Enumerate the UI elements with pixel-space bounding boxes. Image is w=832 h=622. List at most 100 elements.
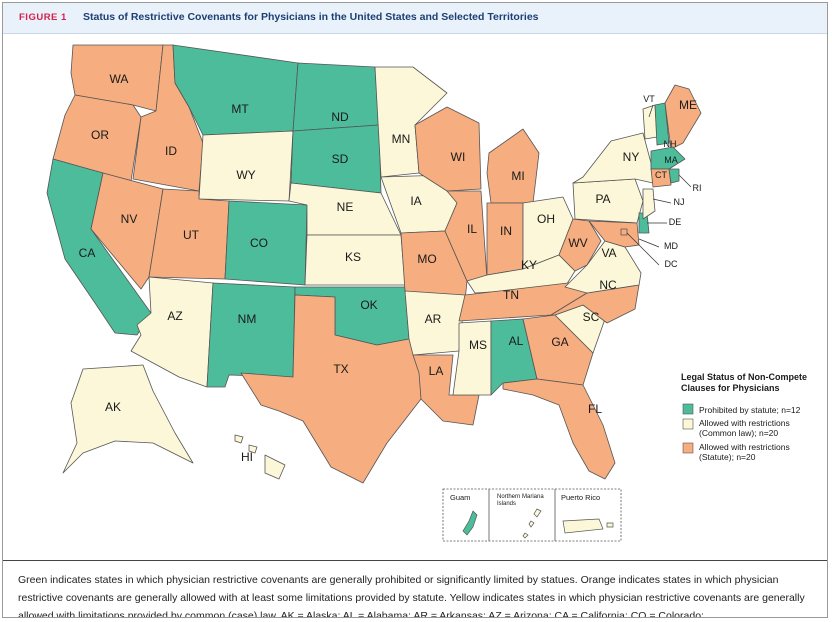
label-NE: NE [337, 200, 354, 214]
state-HI [264, 454, 286, 480]
label-MN: MN [392, 132, 411, 146]
legend-item-prohibited: Prohibited by statute; n=12 [699, 405, 801, 415]
state-VA [564, 240, 642, 294]
label-ND: ND [331, 110, 349, 124]
inset-pr-title: Puerto Rico [561, 493, 600, 502]
label-CO: CO [250, 236, 268, 250]
label-WY: WY [236, 168, 255, 182]
label-VA: VA [601, 246, 616, 260]
caption-divider [3, 560, 827, 561]
state-HI-3 [248, 444, 258, 454]
legend: Legal Status of Non-Compete Clauses for … [681, 372, 807, 462]
label-AL: AL [509, 334, 524, 348]
state-NV [90, 172, 164, 290]
state-CT [650, 168, 672, 188]
label-HI: HI [241, 450, 253, 464]
state-WY [198, 130, 294, 202]
label-LA: LA [429, 364, 444, 378]
figure-header: FIGURE 1 Status of Restrictive Covenants… [3, 3, 827, 34]
label-WI: WI [451, 150, 466, 164]
label-MA: MA [664, 155, 678, 165]
state-RI [668, 168, 680, 184]
label-IA: IA [410, 194, 421, 208]
label-NC: NC [599, 278, 617, 292]
label-TN: TN [503, 288, 519, 302]
label-CT: CT [655, 170, 667, 180]
state-MO [400, 230, 468, 302]
territory-NMI [522, 508, 542, 539]
territory-PR [562, 518, 604, 534]
label-ME: ME [679, 98, 697, 112]
territory-insets: Guam Northern Mariana Islands Puerto Ric… [442, 488, 622, 542]
figure-caption: Green indicates states in which physicia… [18, 574, 805, 618]
label-IL: IL [467, 222, 477, 236]
label-WV: WV [568, 236, 587, 250]
state-NM [206, 282, 296, 388]
label-KS: KS [345, 250, 361, 264]
label-ID: ID [165, 144, 177, 158]
state-AK [62, 364, 194, 474]
label-OK: OK [360, 298, 377, 312]
inset-guam-title: Guam [450, 493, 470, 502]
label-TX: TX [333, 362, 348, 376]
label-NV: NV [121, 212, 138, 226]
state-NH [654, 102, 670, 146]
state-IN [486, 202, 524, 276]
inset-nmi-title-1: Northern Mariana [497, 494, 544, 500]
state-AR [404, 290, 466, 356]
legend-item-common-law: Allowed with restrictions [699, 418, 790, 428]
state-DC [620, 228, 628, 236]
legend-swatch-statute [682, 442, 694, 454]
state-WI [414, 106, 482, 192]
label-RI: RI [693, 183, 702, 193]
state-MI [486, 128, 540, 204]
label-MT: MT [231, 102, 249, 116]
label-DC: DC [665, 259, 678, 269]
state-LA [412, 354, 480, 426]
label-OR: OR [91, 128, 109, 142]
label-WA: WA [110, 72, 129, 86]
label-NY: NY [623, 150, 640, 164]
state-HI-2 [234, 434, 244, 444]
label-MI: MI [511, 169, 524, 183]
state-NY [572, 132, 654, 184]
label-VT: VT [643, 94, 655, 104]
state-MA [650, 146, 686, 170]
label-NM: NM [238, 312, 257, 326]
label-MS: MS [469, 338, 487, 352]
state-MS [452, 320, 492, 396]
state-NJ [642, 188, 656, 220]
label-AZ: AZ [167, 309, 182, 323]
legend-swatch-common-law [682, 418, 694, 430]
label-SC: SC [583, 310, 600, 324]
label-NJ: NJ [674, 197, 685, 207]
inset-nmi-title-2: Islands [497, 501, 516, 507]
leader-lines [626, 104, 692, 266]
us-map: WA OR CA NV ID MT WY UT CO AZ NM ND SD N… [46, 44, 807, 542]
legend-item-statute-sub: (Statute); n=20 [699, 452, 756, 462]
label-GA: GA [551, 335, 568, 349]
state-MD [588, 220, 640, 248]
figure-label: FIGURE 1 [19, 12, 67, 23]
state-TX [240, 294, 422, 484]
label-PA: PA [595, 192, 610, 206]
territory-Guam [462, 510, 478, 536]
label-NH: NH [664, 139, 677, 149]
territory-PR-isle [606, 522, 614, 528]
label-SD: SD [332, 152, 349, 166]
label-MO: MO [417, 252, 436, 266]
label-AR: AR [425, 312, 442, 326]
label-OH: OH [537, 212, 555, 226]
label-IN: IN [500, 224, 512, 238]
label-FL: FL [588, 402, 602, 416]
legend-item-common-law-sub: (Common law); n=20 [699, 428, 778, 438]
label-UT: UT [183, 228, 200, 242]
figure-title: Status of Restrictive Covenants for Phys… [83, 11, 539, 23]
label-MD: MD [664, 241, 678, 251]
label-KY: KY [521, 258, 537, 272]
label-DE: DE [669, 217, 682, 227]
label-AK: AK [105, 400, 121, 414]
state-GA [522, 314, 594, 386]
label-CA: CA [79, 246, 96, 260]
